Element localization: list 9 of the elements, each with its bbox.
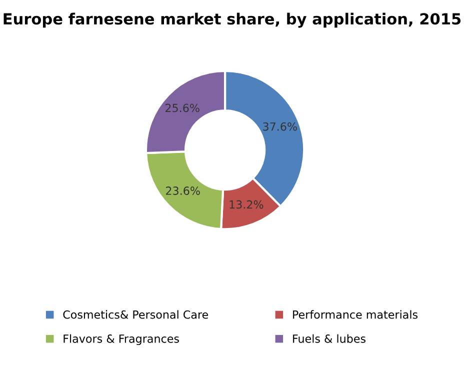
legend-label: Flavors & Fragrances [64,334,179,346]
data-label: 37.6% [263,122,297,131]
chart-title: Europe farnesene market share, by application, 2015 [4,12,461,28]
legend-label: Cosmetics& Personal Care [63,310,208,319]
legend-label: Fuels & lubes [293,334,366,343]
data-label: 23.6% [166,186,200,195]
data-label: 13.2% [230,200,264,209]
legend-label: Performance materials [293,310,418,319]
data-label: 25.6% [165,104,200,112]
